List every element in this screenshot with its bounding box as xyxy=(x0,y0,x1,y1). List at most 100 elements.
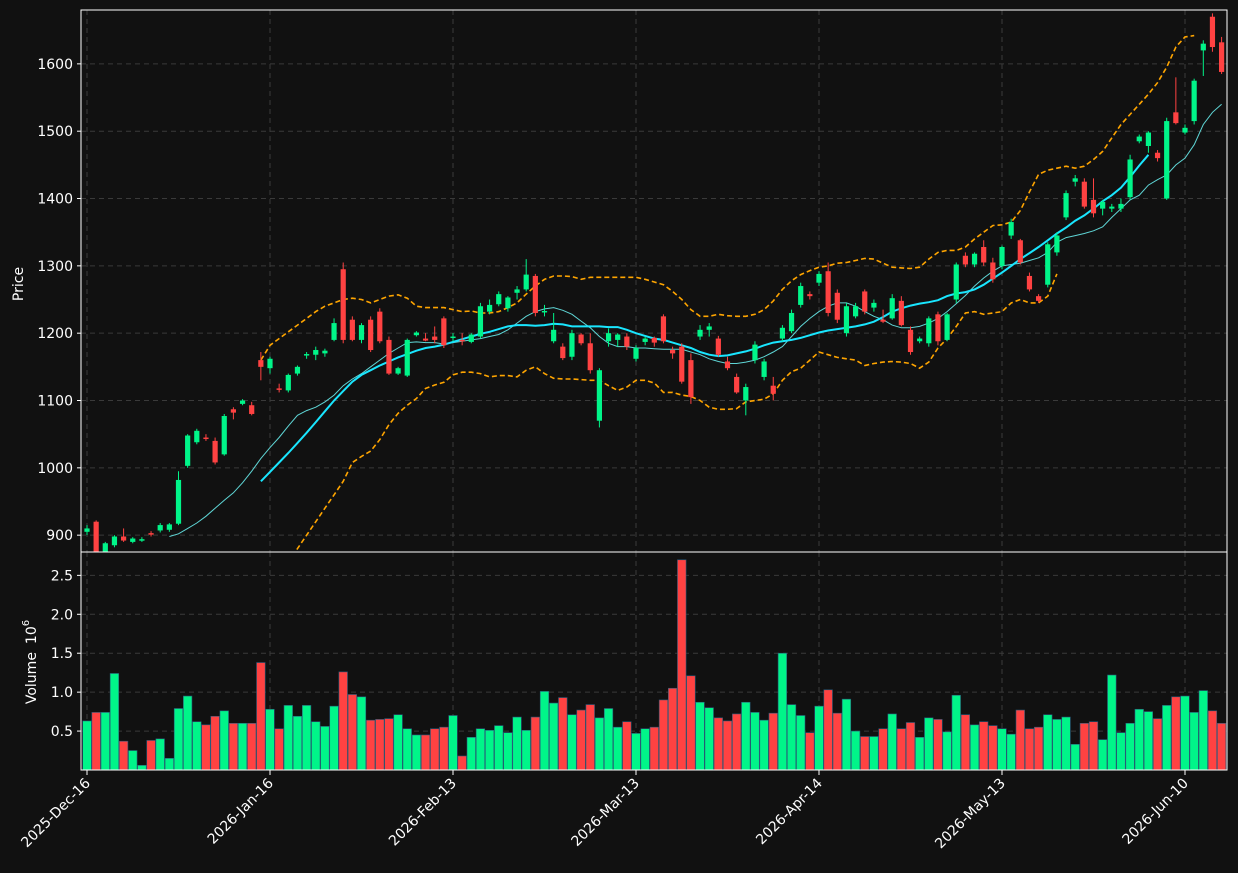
volume-bar xyxy=(649,726,659,770)
bollinger-upper-line xyxy=(260,34,1195,361)
candle-body xyxy=(724,361,731,369)
volume-bar xyxy=(1024,728,1035,770)
volume-bar xyxy=(887,713,897,770)
volume-bar xyxy=(1189,712,1199,770)
candle-body xyxy=(203,437,209,440)
candle-body xyxy=(660,316,667,342)
volume-bar xyxy=(969,724,980,770)
candle-body xyxy=(276,388,282,390)
candle-body xyxy=(1136,136,1142,142)
candle-body xyxy=(1200,43,1206,51)
volume-bar xyxy=(384,718,394,770)
volume-bar xyxy=(750,712,760,770)
candle-body xyxy=(239,400,246,404)
volume-bar xyxy=(814,705,824,770)
volume-bar xyxy=(91,712,101,770)
candle-body xyxy=(93,521,99,552)
volume-bar xyxy=(658,699,669,770)
volume-bar xyxy=(1070,744,1080,770)
candle-body xyxy=(304,354,310,356)
candle-body xyxy=(981,246,987,263)
candle-body xyxy=(834,292,840,320)
volume-bar xyxy=(942,731,952,770)
volume-bar xyxy=(951,694,961,770)
volume-bar xyxy=(732,713,742,770)
price-y-tick-label: 1000 xyxy=(37,461,73,477)
candle-body xyxy=(1127,159,1133,198)
candle-body xyxy=(1054,235,1060,253)
volume-bar xyxy=(558,697,568,770)
volume-bar xyxy=(878,728,888,770)
candle-body xyxy=(267,358,273,369)
candles xyxy=(84,13,1225,552)
volume-bar xyxy=(228,722,239,770)
candle-body xyxy=(843,306,850,334)
candle-body xyxy=(898,300,904,326)
candle-body xyxy=(551,329,557,342)
candle-body xyxy=(1045,244,1051,285)
volume-bar xyxy=(265,708,275,770)
candle-body xyxy=(496,294,502,305)
candle-body xyxy=(541,310,548,313)
volume-bar xyxy=(677,559,687,770)
candle-body xyxy=(249,405,255,414)
candle-body xyxy=(770,385,776,394)
candle-body xyxy=(944,314,950,340)
volume-bar xyxy=(850,730,861,770)
candle-body xyxy=(166,524,172,530)
candle-body xyxy=(212,440,218,463)
bollinger-bands xyxy=(260,34,1195,552)
volume-panel: 0.5 1.0 1.5 2.0 2.5 xyxy=(51,551,1228,771)
candle-body xyxy=(1026,275,1033,290)
price-y-tick-label: 1200 xyxy=(37,326,73,342)
volume-bar xyxy=(393,714,403,770)
candle-body xyxy=(185,435,191,466)
volume-bar xyxy=(695,701,705,770)
volume-bar xyxy=(768,712,778,770)
candle-body xyxy=(1109,206,1115,209)
candle-body xyxy=(953,264,959,300)
volume-bar xyxy=(530,716,540,770)
candle-body xyxy=(377,311,383,342)
candle-body xyxy=(779,327,785,339)
candle-body xyxy=(715,338,721,355)
candle-body xyxy=(331,323,337,340)
volume-bar xyxy=(1116,732,1126,770)
price-y-tick-label: 1100 xyxy=(37,394,73,410)
volume-bar xyxy=(164,758,174,770)
volume-bar xyxy=(1180,695,1190,770)
volume-bar xyxy=(896,728,906,770)
candle-body xyxy=(587,343,593,371)
candle-body xyxy=(432,336,438,340)
candle-body xyxy=(413,332,419,336)
candle-body xyxy=(349,319,355,340)
candle-body xyxy=(395,368,401,374)
price-y-tick-label: 1500 xyxy=(37,124,73,140)
candle-body xyxy=(569,333,575,357)
volume-bar xyxy=(1207,710,1218,770)
candle-body xyxy=(1100,201,1106,209)
candle-body xyxy=(752,344,758,361)
volume-bar xyxy=(512,716,522,770)
volume-bar xyxy=(1134,708,1144,770)
candle-body xyxy=(1036,296,1042,301)
candle-body xyxy=(560,346,566,359)
candle-body xyxy=(871,302,877,308)
candle-body xyxy=(853,306,859,317)
volume-bar xyxy=(420,734,431,770)
candle-body xyxy=(990,262,996,280)
volume-bar xyxy=(622,721,632,770)
volume-panel-frame xyxy=(80,551,1228,771)
volume-bar xyxy=(722,720,733,770)
candle-body xyxy=(157,525,163,531)
candle-body xyxy=(1090,199,1097,214)
volume-bar xyxy=(594,717,604,770)
volume-bar xyxy=(411,734,422,770)
volume-bar xyxy=(128,750,138,770)
volume-bar xyxy=(1052,719,1062,770)
candle-body xyxy=(505,297,511,309)
volume-bar xyxy=(1171,696,1181,770)
volume-bar xyxy=(292,715,303,770)
volume-bar xyxy=(667,687,678,770)
volume-bar xyxy=(219,710,229,770)
